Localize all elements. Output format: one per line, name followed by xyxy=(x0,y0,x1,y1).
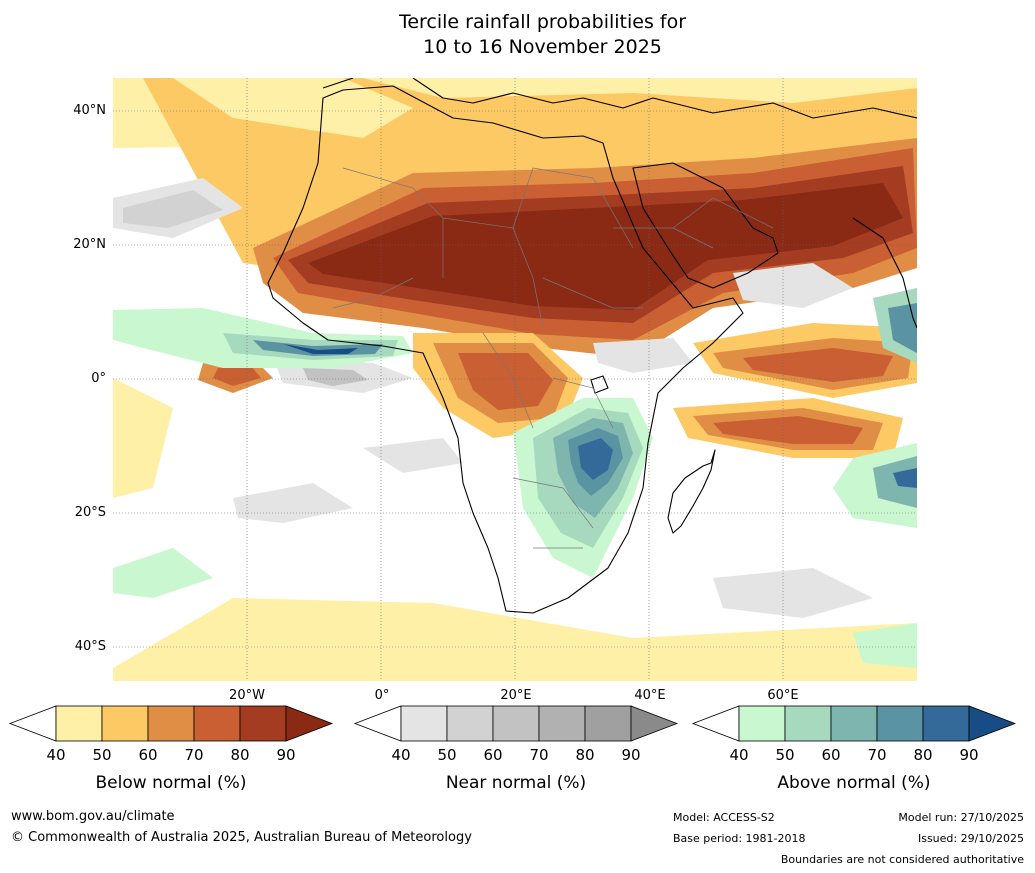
colorbar-near-normal: 40 50 60 70 80 90 Near normal (%) xyxy=(353,705,679,793)
colorbar-swatch xyxy=(147,705,195,742)
colorbar-swatch xyxy=(538,705,586,742)
colorbar-swatch xyxy=(830,705,878,742)
lon-label-20e: 20°E xyxy=(500,688,532,703)
map-title: Tercile rainfall probabilities for 10 to… xyxy=(0,10,1035,60)
title-line-2: 10 to 16 November 2025 xyxy=(423,36,662,58)
colorbar-tick-label: 50 xyxy=(775,746,795,764)
lat-label-40n: 40°N xyxy=(73,103,106,118)
footer-url: www.bom.gov.au/climate xyxy=(11,809,175,824)
colorbar-title: Near normal (%) xyxy=(445,773,587,793)
colorbar-high-extension xyxy=(630,705,679,742)
footer-issued: Issued: 29/10/2025 xyxy=(917,832,1024,845)
colorbar-tick-label: 90 xyxy=(621,746,641,764)
colorbar-swatches xyxy=(691,705,1017,742)
colorbar-swatch xyxy=(584,705,632,742)
madagascar-coastline xyxy=(667,449,716,534)
colorbar-tick-label: 40 xyxy=(729,746,749,764)
colorbar-swatch xyxy=(922,705,970,742)
lon-label-40e: 40°E xyxy=(634,688,666,703)
colorbar-tick-label: 70 xyxy=(529,746,549,764)
title-line-1: Tercile rainfall probabilities for xyxy=(398,11,687,33)
colorbar-high-extension xyxy=(285,705,334,742)
colorbar-swatch xyxy=(400,705,448,742)
colorbar-tick-label: 70 xyxy=(184,746,204,764)
footer-copyright: © Commonwealth of Australia 2025, Austra… xyxy=(11,830,472,845)
above-normal-field xyxy=(113,288,917,668)
colorbar-above-normal: 40 50 60 70 80 90 Above normal (%) xyxy=(691,705,1017,793)
colorbar-tick-label: 50 xyxy=(92,746,112,764)
colorbar-swatch xyxy=(101,705,149,742)
colorbar-tick-label: 80 xyxy=(913,746,933,764)
colorbar-swatches xyxy=(8,705,334,742)
colorbar-swatch xyxy=(446,705,494,742)
colorbar-title: Below normal (%) xyxy=(95,773,247,793)
colorbar-swatch xyxy=(239,705,287,742)
lat-label-20n: 20°N xyxy=(73,237,106,252)
colorbar-low-extension xyxy=(8,705,57,742)
coastlines xyxy=(267,78,917,614)
colorbar-tick-label: 70 xyxy=(867,746,887,764)
colorbar-below-normal: 40 50 60 70 80 90 Below normal (%) xyxy=(8,705,334,793)
colorbar-high-extension xyxy=(968,705,1017,742)
colorbar-tick-label: 60 xyxy=(138,746,158,764)
country-borders xyxy=(332,167,774,549)
gridlines xyxy=(113,78,917,681)
rainfall-probability-map xyxy=(113,78,917,681)
europe-coastline xyxy=(322,78,917,119)
footer-model: Model: ACCESS-S2 xyxy=(673,811,775,824)
colorbar-low-extension xyxy=(353,705,402,742)
lat-label-20s: 20°S xyxy=(74,505,106,520)
colorbar-tick-label: 90 xyxy=(959,746,979,764)
colorbar-swatch xyxy=(193,705,241,742)
africa-coastline xyxy=(267,85,744,614)
lat-label-equator: 0° xyxy=(91,371,106,386)
colorbar-swatches xyxy=(353,705,679,742)
colorbar-low-extension xyxy=(691,705,740,742)
colorbar-swatch xyxy=(738,705,786,742)
lon-label-60e: 60°E xyxy=(767,688,799,703)
footer-disclaimer: Boundaries are not considered authoritat… xyxy=(780,853,1024,866)
footer-model-run: Model run: 27/10/2025 xyxy=(898,811,1024,824)
colorbar-tick-label: 60 xyxy=(483,746,503,764)
lon-label-20w: 20°W xyxy=(229,688,265,703)
arabia-coastline xyxy=(632,162,779,289)
colorbar-swatch xyxy=(55,705,103,742)
lon-label-0: 0° xyxy=(374,688,390,703)
colorbar-tick-label: 90 xyxy=(276,746,296,764)
colorbar-swatch xyxy=(784,705,832,742)
colorbar-tick-label: 80 xyxy=(575,746,595,764)
below-normal-field xyxy=(113,78,917,681)
colorbar-swatch xyxy=(876,705,924,742)
colorbar-tick-label: 60 xyxy=(821,746,841,764)
colorbar-tick-label: 40 xyxy=(391,746,411,764)
colorbar-tick-label: 80 xyxy=(230,746,250,764)
india-coastline xyxy=(852,217,917,329)
footer-base-period: Base period: 1981-2018 xyxy=(673,832,806,845)
colorbar-tick-label: 40 xyxy=(46,746,66,764)
colorbar-tick-label: 50 xyxy=(437,746,457,764)
colorbar-title: Above normal (%) xyxy=(777,773,931,793)
lat-label-40s: 40°S xyxy=(74,639,106,654)
colorbar-swatch xyxy=(492,705,540,742)
